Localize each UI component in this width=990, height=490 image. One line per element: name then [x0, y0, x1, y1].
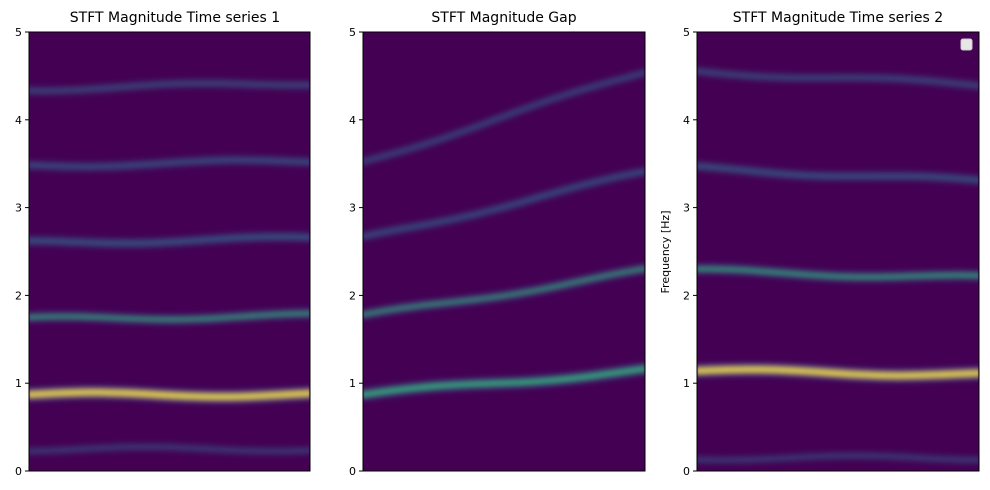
panel-2-title: STFT Magnitude Gap: [431, 10, 576, 26]
y-tick-label: 0: [15, 465, 22, 478]
band-0: [363, 366, 645, 397]
y-tick-label: 4: [15, 114, 22, 127]
y-tick-label: 0: [683, 465, 690, 478]
y-tick-label: 1: [349, 377, 356, 390]
band-1: [697, 267, 979, 279]
y-tick-label: 4: [349, 114, 356, 127]
band-0: [697, 367, 979, 379]
heatmap-background: [29, 32, 310, 471]
band-2: [29, 235, 310, 245]
heatmap-background: [363, 32, 645, 471]
axes-frame: [28, 31, 311, 472]
axes-frame: [696, 31, 980, 472]
y-tick-label: 4: [683, 114, 690, 127]
y-tick-label: 5: [15, 26, 22, 39]
axes-frame: [362, 31, 646, 472]
band-3: [29, 158, 310, 169]
y-tick-label: 5: [349, 26, 356, 39]
panel-3-title: STFT Magnitude Time series 2: [733, 10, 943, 26]
band-4: [697, 454, 979, 462]
y-tick-label: 2: [15, 289, 22, 302]
band-0: [29, 390, 310, 400]
band-1: [29, 311, 310, 322]
panel-1-y-ticks: 0 1 2 3 4 5: [15, 26, 29, 478]
heatmap-background: [697, 32, 979, 471]
y-tick-label: 3: [349, 202, 356, 215]
band-2: [697, 164, 979, 182]
panel-2-plot-area: [362, 31, 646, 472]
y-tick-label: 2: [349, 289, 356, 302]
panel-2-y-ticks: 0 1 2 3 4 5: [349, 26, 363, 478]
y-tick-label: 5: [683, 26, 690, 39]
panel-1-plot-area: [28, 31, 311, 472]
band-1: [363, 266, 645, 317]
panel-1-title: STFT Magnitude Time series 1: [70, 10, 280, 26]
panel-3-y-ticks: 0 1 2 3 4 5: [683, 26, 697, 478]
y-tick-label: 3: [15, 202, 22, 215]
legend-box: [960, 38, 973, 51]
band-3: [363, 71, 645, 163]
y-tick-label: 2: [683, 289, 690, 302]
y-tick-label: 0: [349, 465, 356, 478]
panel-3-y-axis-label: Frequency [Hz]: [659, 211, 672, 294]
band-5: [29, 445, 310, 453]
y-tick-label: 1: [683, 377, 690, 390]
panel-3-plot-area: [696, 31, 980, 472]
band-3: [697, 69, 979, 88]
y-tick-label: 1: [15, 377, 22, 390]
panel-1: STFT Magnitude Time series 1 0 1 2 3 4 5: [15, 10, 311, 478]
band-4: [29, 81, 310, 93]
panel-2: STFT Magnitude Gap 0 1 2 3 4 5: [349, 10, 646, 478]
panel-3: STFT Magnitude Time series 2 0 1 2 3 4 5 Freq…: [659, 10, 980, 478]
band-2: [363, 170, 645, 238]
y-tick-label: 3: [683, 202, 690, 215]
